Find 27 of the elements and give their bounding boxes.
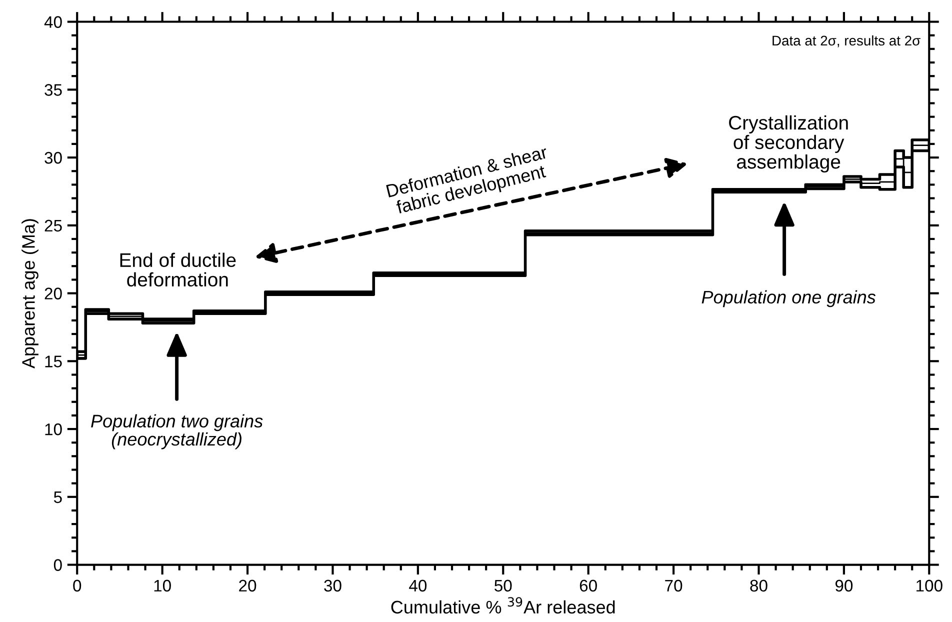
x-axis-title: Cumulative % $^{39}$Ar released (391, 597, 615, 614)
annotation: End of ductile deformation (120, 252, 236, 287)
x-tick-label: 100 (916, 580, 942, 592)
x-tick-label: 80 (750, 580, 768, 592)
y-tick-label: 10 (45, 423, 62, 436)
x-tick-label: 50 (494, 580, 512, 592)
x-tick-label: 40 (409, 580, 427, 592)
y-tick-label: 20 (44, 288, 62, 300)
x-tick-label: 10 (154, 580, 171, 592)
annotation: Population one grains (702, 290, 876, 308)
y-axis-title: Apparent age (Ma) (22, 219, 38, 369)
y-tick-label: 35 (44, 84, 62, 96)
y-tick-label: 5 (54, 491, 62, 504)
y-tick-label: 25 (44, 220, 62, 232)
y-tick-label: 15 (45, 356, 62, 368)
x-tick-label: 70 (665, 580, 682, 592)
x-tick-label: 20 (239, 580, 256, 592)
x-tick-label: 30 (324, 580, 342, 592)
y-tick-label: 0 (54, 559, 62, 571)
annotation: Crystallization of secondary assemblage (729, 115, 848, 173)
y-tick-label: 30 (44, 152, 62, 164)
annotation: Data at 2σ, results at 2σ (772, 35, 920, 48)
y-tick-label: 40 (44, 16, 62, 28)
x-tick-label: 0 (73, 580, 82, 592)
annotation: Population two grains (neocrystallized) (91, 414, 263, 450)
x-tick-label: 90 (835, 580, 853, 592)
x-tick-label: 60 (580, 580, 597, 592)
